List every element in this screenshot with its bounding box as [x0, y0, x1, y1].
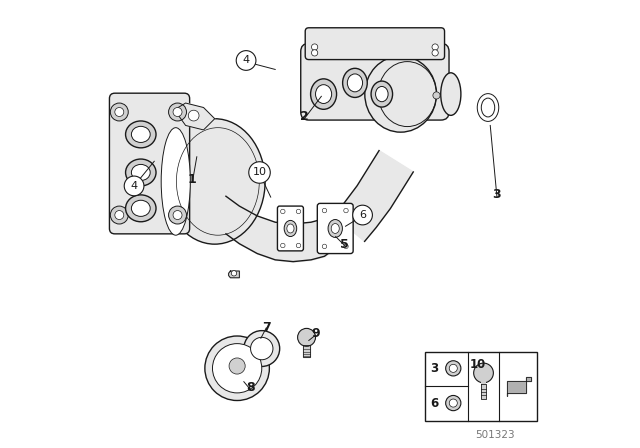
Circle shape [168, 103, 186, 121]
Ellipse shape [125, 195, 156, 222]
Text: 10: 10 [253, 168, 266, 177]
Ellipse shape [441, 73, 461, 116]
Polygon shape [333, 151, 413, 241]
Circle shape [432, 50, 438, 56]
Text: 4: 4 [131, 181, 138, 191]
Text: 3: 3 [493, 188, 501, 202]
FancyBboxPatch shape [301, 43, 449, 120]
Ellipse shape [348, 74, 362, 92]
Ellipse shape [477, 94, 499, 121]
Circle shape [312, 44, 318, 50]
Circle shape [168, 206, 186, 224]
Ellipse shape [328, 220, 342, 237]
Polygon shape [174, 103, 215, 130]
Circle shape [212, 344, 262, 393]
Ellipse shape [310, 79, 337, 109]
FancyBboxPatch shape [109, 93, 189, 234]
Circle shape [280, 243, 285, 248]
Ellipse shape [131, 126, 150, 142]
Text: 2: 2 [300, 110, 308, 123]
Circle shape [110, 206, 128, 224]
Circle shape [323, 244, 327, 249]
Circle shape [249, 162, 270, 183]
Text: 8: 8 [246, 381, 255, 394]
Circle shape [296, 209, 301, 214]
Circle shape [205, 336, 269, 401]
Ellipse shape [131, 200, 150, 216]
Circle shape [445, 361, 461, 376]
Circle shape [236, 51, 256, 70]
Circle shape [344, 208, 348, 213]
Text: 3: 3 [430, 362, 438, 375]
Bar [425, 352, 538, 421]
Text: 9: 9 [311, 327, 320, 340]
Text: 6: 6 [430, 396, 438, 409]
Ellipse shape [284, 220, 297, 237]
Circle shape [344, 244, 348, 249]
Circle shape [115, 108, 124, 116]
Ellipse shape [164, 119, 265, 244]
Ellipse shape [342, 69, 367, 98]
Bar [481, 376, 486, 399]
Ellipse shape [131, 164, 150, 181]
Circle shape [432, 44, 438, 50]
Circle shape [173, 108, 182, 116]
Text: 7: 7 [262, 320, 271, 334]
Circle shape [298, 328, 316, 346]
Circle shape [449, 399, 458, 407]
Circle shape [173, 211, 182, 220]
Circle shape [449, 364, 458, 372]
Ellipse shape [371, 81, 392, 107]
Circle shape [231, 271, 237, 276]
Text: 501323: 501323 [476, 431, 515, 440]
FancyBboxPatch shape [278, 206, 303, 251]
Circle shape [353, 205, 372, 225]
Text: 5: 5 [340, 237, 349, 251]
Ellipse shape [125, 121, 156, 148]
Circle shape [124, 176, 144, 196]
Text: 4: 4 [243, 56, 250, 65]
Text: 6: 6 [359, 210, 366, 220]
FancyBboxPatch shape [305, 28, 445, 60]
Ellipse shape [287, 224, 294, 233]
Ellipse shape [376, 86, 388, 102]
Circle shape [115, 211, 124, 220]
Ellipse shape [332, 224, 339, 233]
Circle shape [296, 243, 301, 248]
Circle shape [251, 337, 273, 360]
Text: 1: 1 [188, 172, 196, 186]
Ellipse shape [481, 98, 495, 117]
Circle shape [323, 208, 327, 213]
Ellipse shape [365, 56, 436, 132]
Circle shape [433, 92, 440, 99]
Circle shape [229, 358, 245, 374]
Polygon shape [303, 345, 310, 357]
Ellipse shape [316, 85, 332, 103]
Circle shape [280, 209, 285, 214]
FancyBboxPatch shape [317, 203, 353, 254]
Circle shape [188, 110, 199, 121]
Circle shape [474, 363, 493, 383]
Circle shape [445, 396, 461, 411]
Circle shape [110, 103, 128, 121]
Ellipse shape [161, 128, 190, 235]
Text: 10: 10 [470, 358, 486, 370]
Circle shape [244, 331, 280, 366]
Polygon shape [507, 377, 531, 396]
Ellipse shape [125, 159, 156, 186]
Circle shape [312, 50, 318, 56]
Polygon shape [228, 271, 239, 278]
